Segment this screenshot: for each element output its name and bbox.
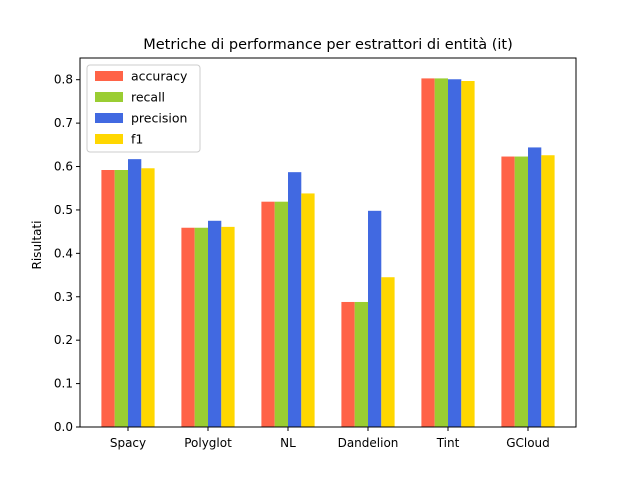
bar-precision-nl — [288, 172, 302, 427]
bar-f1-tint — [461, 81, 475, 427]
bar-f1-dandelion — [381, 277, 395, 427]
bar-precision-polyglot — [208, 220, 222, 427]
bar-accuracy-gcloud — [501, 156, 515, 428]
legend-label-recall: recall — [131, 90, 165, 105]
bar-recall-spacy — [114, 170, 128, 427]
bar-precision-dandelion — [368, 210, 382, 427]
bar-precision-gcloud — [528, 147, 542, 427]
legend-box — [86, 64, 201, 153]
legend-label-accuracy: accuracy — [131, 69, 188, 84]
bar-recall-dandelion — [354, 301, 368, 427]
y-ticks: 0.0 0.1 0.2 0.3 0.4 0.5 0.6 0.7 0.8 — [54, 73, 80, 434]
x-tick-label: Tint — [436, 436, 460, 450]
bar-recall-gcloud — [514, 156, 528, 428]
legend-swatch-precision — [95, 113, 123, 123]
bar-f1-gcloud — [541, 155, 555, 428]
y-tick-label: 0.5 — [54, 203, 73, 217]
legend: accuracy recall precision f1 — [86, 64, 201, 153]
y-tick-label: 0.8 — [54, 73, 73, 87]
legend-swatch-accuracy — [95, 71, 123, 81]
bar-accuracy-tint — [421, 78, 435, 428]
bar-recall-nl — [274, 201, 288, 427]
bar-accuracy-polyglot — [181, 227, 195, 427]
bar-recall-polyglot — [194, 227, 208, 427]
x-tick-label: Polyglot — [184, 436, 232, 450]
x-tick-label: Dandelion — [338, 436, 399, 450]
y-tick-label: 0.2 — [54, 333, 73, 347]
legend-swatch-recall — [95, 92, 123, 102]
y-tick-label: 0.0 — [54, 420, 73, 434]
bar-accuracy-nl — [261, 201, 275, 427]
bar-accuracy-spacy — [101, 170, 115, 427]
y-axis-label: Risultati — [30, 221, 44, 270]
legend-label-precision: precision — [131, 111, 187, 126]
bars-group — [101, 78, 555, 428]
bar-f1-nl — [301, 193, 315, 427]
y-tick-label: 0.4 — [54, 246, 73, 260]
y-tick-label: 0.7 — [54, 116, 73, 130]
bar-accuracy-dandelion — [341, 301, 355, 427]
bar-recall-tint — [434, 78, 448, 428]
y-tick-label: 0.3 — [54, 290, 73, 304]
legend-label-f1: f1 — [131, 132, 143, 147]
x-tick-label: Spacy — [110, 436, 146, 450]
bar-precision-tint — [448, 79, 462, 428]
plot-frame — [79, 57, 577, 428]
legend-swatch-f1 — [95, 134, 123, 144]
y-tick-label: 0.6 — [54, 160, 73, 174]
chart-title: Metriche di performance per estrattori d… — [143, 37, 513, 53]
bar-f1-polyglot — [221, 226, 235, 427]
x-tick-label: NL — [280, 436, 296, 450]
x-tick-label: GCloud — [506, 436, 550, 450]
y-tick-label: 0.1 — [54, 377, 73, 391]
bar-f1-spacy — [141, 168, 155, 427]
bar-precision-spacy — [128, 159, 142, 427]
x-ticks: Spacy Polyglot NL Dandelion Tint GCloud — [110, 427, 550, 450]
